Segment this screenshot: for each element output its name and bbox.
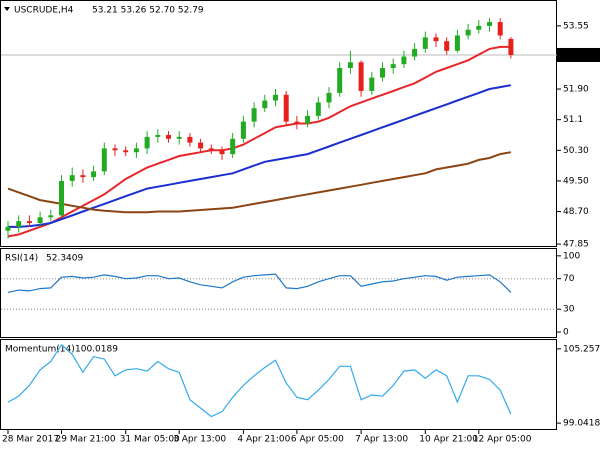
last-price-label: 52.79 (563, 50, 589, 60)
chart-title: USCRUDE,H4 (14, 6, 74, 16)
x-tick-label: 31 Mar 05:00 (120, 435, 180, 445)
candle-body (294, 121, 300, 124)
x-tick-label: 3 Apr 13:00 (173, 435, 226, 445)
candle-body (5, 226, 11, 231)
x-tick-label: 29 Mar 21:00 (56, 435, 116, 445)
y-tick-label: 47.85 (563, 240, 589, 250)
momentum-title: Momentum(14) (5, 345, 75, 355)
y-tick-label: 99.0418 (563, 419, 600, 429)
indicator-line (7, 343, 512, 418)
y-tick-label: 50.30 (563, 146, 589, 156)
candle-body (476, 25, 482, 30)
candle-body (326, 92, 332, 103)
x-tick-label: 12 Apr 05:00 (473, 435, 532, 445)
candle-body (144, 136, 150, 149)
candle-body (273, 94, 278, 101)
candle-body (433, 37, 439, 42)
candle-body (444, 41, 450, 51)
x-tick-label: 4 Apr 21:00 (237, 435, 290, 445)
indicator-line (7, 273, 512, 293)
candle-body (198, 142, 204, 149)
candle-body (262, 100, 268, 109)
y-tick-label: 100 (563, 251, 580, 261)
candle-body (123, 150, 129, 153)
candle-body (166, 134, 171, 139)
candle-body (454, 35, 460, 51)
candle-body (26, 221, 32, 224)
candle-body (422, 37, 428, 49)
candle-body (16, 221, 22, 227)
menu-triangle (4, 7, 10, 11)
y-tick-label: 105.2571 (563, 344, 600, 354)
x-tick-label: 6 Apr 05:00 (291, 435, 344, 445)
x-tick-label: 28 Mar 2017 (2, 435, 59, 445)
candle-body (251, 108, 257, 122)
moving-average (7, 151, 512, 214)
x-tick-label: 10 Apr 21:00 (419, 435, 478, 445)
candle-body (401, 56, 407, 65)
y-tick-label: 30 (563, 305, 575, 315)
candle-body (219, 150, 225, 155)
candle-body (508, 38, 514, 55)
candle-body (187, 136, 193, 143)
candle-body (80, 175, 86, 178)
chart-subtitle: 53.21 53.26 52.70 52.79 (92, 6, 204, 16)
y-tick-label: 51.1 (563, 115, 583, 125)
candle-body (91, 171, 97, 178)
candle-body (390, 64, 396, 68)
candle-body (133, 148, 139, 153)
candle-body (283, 94, 289, 122)
rsi-value: 52.3409 (46, 254, 83, 264)
rsi-panel (0, 248, 557, 338)
momentum-panel (0, 339, 557, 430)
candle-body (487, 22, 492, 26)
momentum-value: 100.0189 (75, 345, 118, 355)
candle-body (315, 102, 321, 116)
x-tick-label: 7 Apr 13:00 (355, 435, 408, 445)
candle-body (112, 148, 118, 151)
price-panel (0, 0, 557, 247)
candle-body (412, 48, 418, 57)
y-tick-label: 53.55 (563, 21, 589, 31)
candle-body (155, 134, 161, 137)
candle-body (69, 175, 75, 181)
last-price-box (557, 47, 600, 62)
y-tick-label: 70 (563, 274, 575, 284)
candle-body (358, 62, 364, 91)
candle-body (347, 62, 353, 68)
candle-body (305, 115, 311, 124)
candle-body (176, 136, 182, 139)
rsi-title: RSI(14) (5, 254, 38, 264)
y-tick-label: 48.70 (563, 207, 589, 217)
candle-body (230, 138, 236, 155)
candle-body (37, 217, 43, 224)
candle-body (337, 67, 343, 93)
candle-body (369, 77, 375, 91)
candle-body (497, 22, 503, 36)
y-tick-label: 49.50 (563, 176, 589, 186)
y-tick-label: 51.90 (563, 85, 589, 95)
candle-body (48, 215, 54, 218)
candle-body (101, 148, 107, 172)
candle-body (240, 121, 246, 139)
candle-body (380, 67, 385, 78)
y-tick-label: 0 (563, 328, 569, 338)
candle-body (465, 29, 471, 36)
candle-body (59, 180, 64, 216)
candle-body (208, 148, 214, 151)
moving-average (7, 45, 511, 238)
